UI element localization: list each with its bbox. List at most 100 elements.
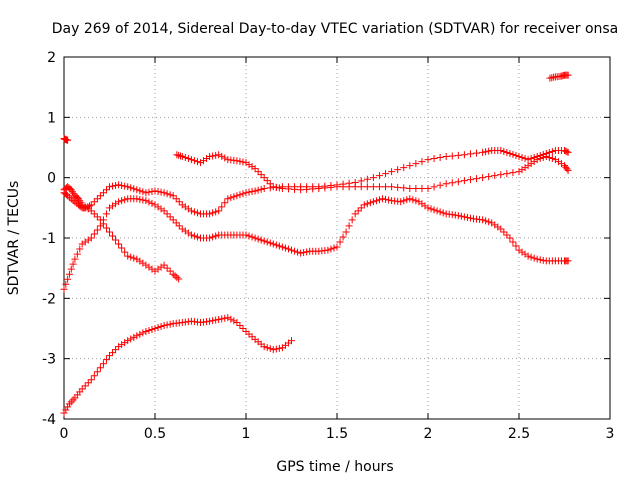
data-point bbox=[564, 166, 572, 174]
data-point bbox=[448, 179, 456, 187]
data-point bbox=[263, 238, 271, 246]
data-point bbox=[112, 346, 120, 354]
data-point bbox=[497, 147, 505, 155]
data-point bbox=[482, 217, 490, 225]
series-track-b bbox=[60, 195, 572, 293]
data-point bbox=[260, 185, 268, 193]
data-point bbox=[78, 385, 86, 393]
data-point bbox=[442, 153, 450, 161]
data-point bbox=[564, 148, 572, 156]
data-point bbox=[190, 232, 198, 240]
data-point bbox=[433, 207, 441, 215]
data-point bbox=[239, 190, 247, 198]
data-point bbox=[375, 172, 383, 180]
data-point bbox=[215, 207, 223, 215]
data-point bbox=[133, 195, 141, 203]
data-point bbox=[473, 149, 481, 157]
data-point bbox=[157, 322, 165, 330]
data-point bbox=[145, 327, 153, 335]
data-point bbox=[99, 220, 107, 228]
data-point bbox=[333, 243, 341, 251]
data-point bbox=[236, 191, 244, 199]
data-point bbox=[521, 155, 529, 163]
data-point bbox=[400, 184, 408, 192]
data-point bbox=[394, 166, 402, 174]
data-point bbox=[512, 242, 520, 250]
data-point bbox=[357, 183, 365, 191]
data-point bbox=[136, 187, 144, 195]
data-point bbox=[436, 208, 444, 216]
data-point bbox=[351, 210, 359, 218]
data-point bbox=[406, 195, 414, 203]
data-point bbox=[190, 157, 198, 165]
axis-ticks: 0 0.5 1 1.5 2 2.5 3 -4 -3 -2 -1 0 1 2 bbox=[42, 50, 614, 442]
x-tick-label: 2 bbox=[424, 426, 433, 442]
data-point bbox=[263, 177, 271, 185]
data-point bbox=[102, 224, 110, 232]
data-point bbox=[269, 240, 277, 248]
data-point bbox=[160, 321, 168, 329]
data-point bbox=[139, 196, 147, 204]
data-point bbox=[336, 238, 344, 246]
data-point bbox=[109, 232, 117, 240]
data-point bbox=[171, 272, 179, 280]
data-point bbox=[99, 189, 107, 197]
data-point bbox=[342, 228, 350, 236]
data-point bbox=[121, 196, 129, 204]
data-point bbox=[102, 356, 110, 364]
data-point bbox=[181, 154, 189, 162]
data-point bbox=[151, 187, 159, 195]
data-point bbox=[357, 204, 365, 212]
data-point bbox=[90, 210, 98, 218]
data-point bbox=[81, 382, 89, 390]
data-point bbox=[424, 156, 432, 164]
data-point bbox=[397, 198, 405, 206]
data-point bbox=[266, 239, 274, 247]
data-point bbox=[542, 153, 550, 161]
data-point bbox=[230, 193, 238, 201]
data-point bbox=[160, 261, 168, 269]
data-point bbox=[96, 364, 104, 372]
data-point bbox=[266, 180, 274, 188]
data-point bbox=[454, 151, 462, 159]
data-point bbox=[345, 183, 353, 191]
data-point bbox=[163, 264, 171, 272]
data-point bbox=[115, 181, 123, 189]
data-point bbox=[333, 183, 341, 191]
data-point bbox=[539, 154, 547, 162]
data-point bbox=[315, 185, 323, 193]
data-point bbox=[303, 248, 311, 256]
data-point bbox=[163, 210, 171, 218]
data-point bbox=[369, 198, 377, 206]
x-axis-label: GPS time / hours bbox=[276, 459, 393, 475]
data-point bbox=[69, 260, 77, 268]
data-point bbox=[418, 158, 426, 166]
data-point bbox=[466, 176, 474, 184]
data-point bbox=[175, 222, 183, 230]
data-point bbox=[224, 314, 232, 322]
data-point bbox=[148, 199, 156, 207]
data-point bbox=[124, 183, 132, 191]
data-point bbox=[482, 148, 490, 156]
data-point bbox=[151, 325, 159, 332]
data-point bbox=[236, 321, 244, 329]
series-track-a bbox=[60, 147, 572, 218]
y-tick-label: -1 bbox=[42, 231, 56, 247]
data-point bbox=[233, 192, 241, 200]
data-point bbox=[294, 248, 302, 256]
data-point bbox=[454, 212, 462, 220]
data-point bbox=[99, 360, 107, 368]
data-point bbox=[375, 183, 383, 191]
data-point bbox=[190, 208, 198, 216]
data-point bbox=[324, 246, 332, 254]
data-point bbox=[154, 323, 162, 331]
data-point bbox=[297, 249, 305, 257]
data-point bbox=[90, 198, 98, 206]
data-point bbox=[548, 155, 556, 163]
data-point bbox=[209, 152, 217, 160]
data-point bbox=[400, 164, 408, 172]
data-point bbox=[102, 186, 110, 194]
chart-title: Day 269 of 2014, Sidereal Day-to-day VTE… bbox=[52, 21, 619, 37]
data-point bbox=[275, 184, 283, 192]
data-point bbox=[93, 195, 101, 203]
